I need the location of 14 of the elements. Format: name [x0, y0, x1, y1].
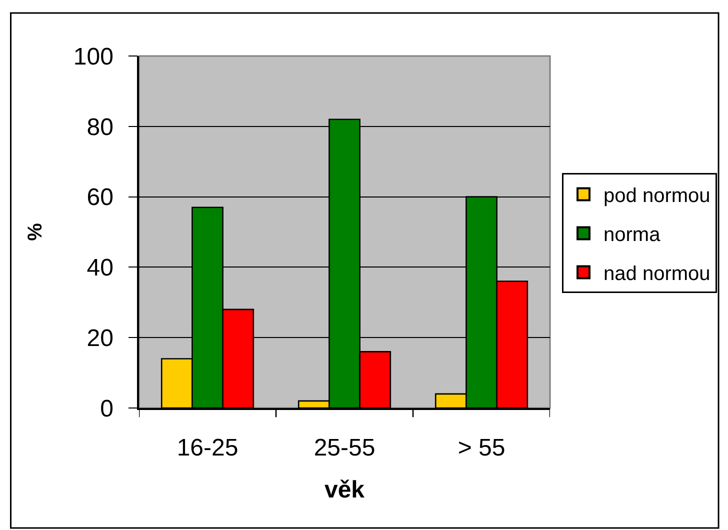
y-tick-label: 40 — [86, 254, 114, 282]
y-axis-title: % — [24, 222, 46, 241]
legend-label: norma — [604, 224, 662, 246]
y-tick-label: 60 — [86, 184, 114, 212]
y-tick-label: 80 — [86, 114, 114, 141]
y-tick-label: 20 — [86, 325, 114, 352]
x-tick-label: 16-25 — [176, 434, 238, 462]
x-tick-label: > 55 — [458, 434, 506, 462]
legend-label: pod normou — [604, 185, 710, 207]
x-tick-label: 25-55 — [314, 434, 376, 462]
legend-label: nad normou — [604, 263, 710, 285]
y-tick-label: 100 — [73, 43, 114, 70]
y-tick-label: 0 — [100, 395, 114, 422]
x-axis-title: věk — [324, 476, 366, 504]
